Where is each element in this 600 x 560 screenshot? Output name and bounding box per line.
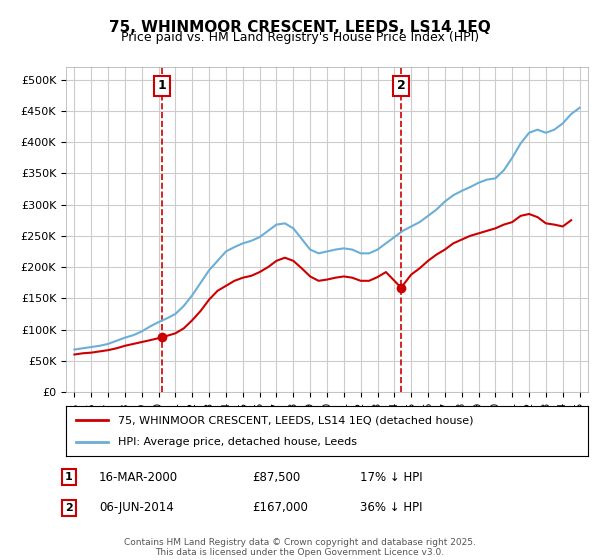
Text: HPI: Average price, detached house, Leeds: HPI: Average price, detached house, Leed… xyxy=(118,437,357,447)
Text: £87,500: £87,500 xyxy=(252,470,300,484)
Text: Contains HM Land Registry data © Crown copyright and database right 2025.
This d: Contains HM Land Registry data © Crown c… xyxy=(124,538,476,557)
Text: 75, WHINMOOR CRESCENT, LEEDS, LS14 1EQ (detached house): 75, WHINMOOR CRESCENT, LEEDS, LS14 1EQ (… xyxy=(118,415,474,425)
Text: 17% ↓ HPI: 17% ↓ HPI xyxy=(360,470,422,484)
Text: 2: 2 xyxy=(397,80,406,92)
Text: 2: 2 xyxy=(65,503,73,513)
Text: 1: 1 xyxy=(65,472,73,482)
Text: 16-MAR-2000: 16-MAR-2000 xyxy=(99,470,178,484)
Text: 36% ↓ HPI: 36% ↓ HPI xyxy=(360,501,422,515)
Text: 75, WHINMOOR CRESCENT, LEEDS, LS14 1EQ: 75, WHINMOOR CRESCENT, LEEDS, LS14 1EQ xyxy=(109,20,491,35)
Text: Price paid vs. HM Land Registry's House Price Index (HPI): Price paid vs. HM Land Registry's House … xyxy=(121,31,479,44)
Text: £167,000: £167,000 xyxy=(252,501,308,515)
Text: 1: 1 xyxy=(158,80,166,92)
Text: 06-JUN-2014: 06-JUN-2014 xyxy=(99,501,174,515)
